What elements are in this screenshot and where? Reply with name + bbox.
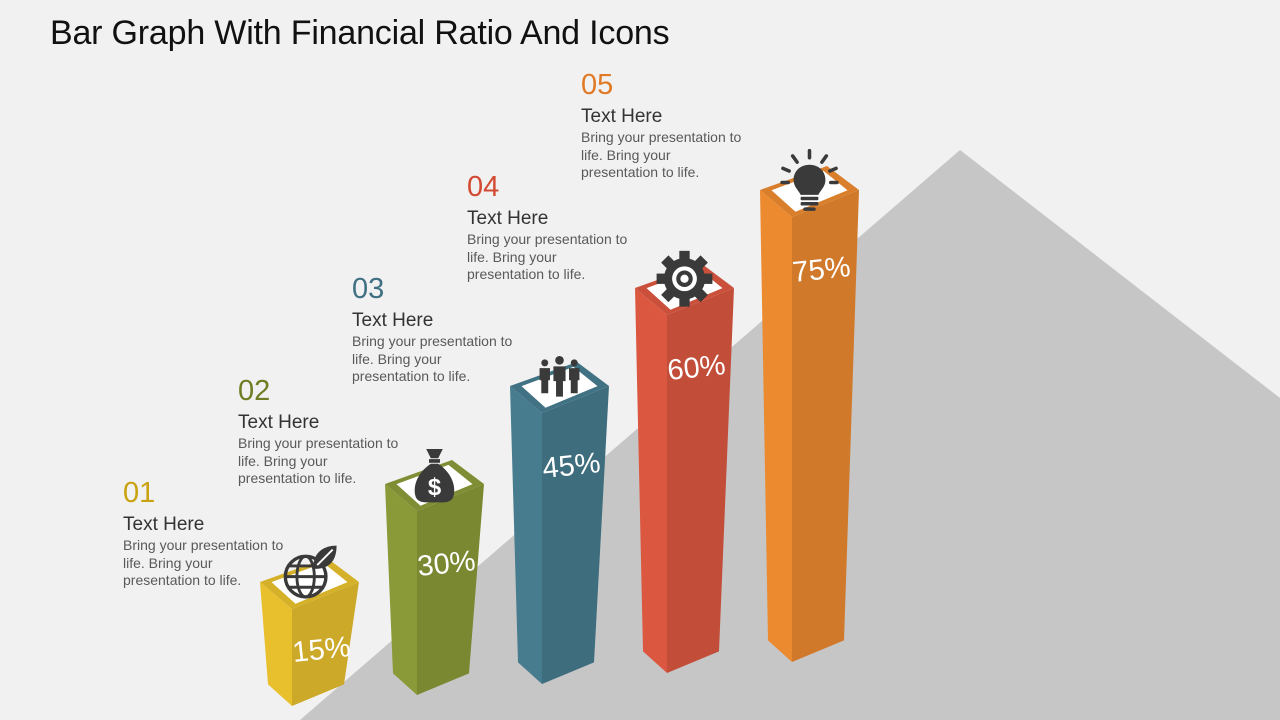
callout-number: 03 [352,273,385,305]
bar-right-face [542,386,609,684]
callout-05: 05 Text Here Bring your presentation to … [581,70,781,182]
callout-body: Bring your presentation to life. Bring y… [123,537,284,588]
bar-left-face [385,484,417,695]
callout-02: 02 Text Here Bring your presentation to … [238,376,438,488]
bar-right-face [667,288,734,673]
bar-right-face [792,190,859,662]
bar-05: 75% [760,148,859,662]
bar-value-label: 15% [291,631,352,669]
callout-body: Bring your presentation to life. Bring y… [467,231,628,282]
callout-number: 01 [123,477,156,509]
callout-heading: Text Here [581,106,663,127]
bar-03: 45% [510,355,609,684]
callout-number: 04 [467,171,500,203]
callout-03: 03 Text Here Bring your presentation to … [352,274,552,386]
bar-right-face [417,484,484,695]
bar-left-face [510,386,542,684]
bar-value-label: 30% [416,545,477,583]
bar-right-face [292,582,359,706]
bar-left-face [635,288,667,673]
callout-number: 02 [238,375,271,407]
slide-title: Bar Graph With Financial Ratio And Icons [50,14,670,52]
bar-left-face [760,190,792,662]
callout-body: Bring your presentation to life. Bring y… [581,129,742,180]
bar-value-label: 75% [791,251,852,289]
callout-heading: Text Here [238,412,320,433]
bar-02: 30% [385,448,484,695]
bar-left-face [260,582,292,706]
callout-body: Bring your presentation to life. Bring y… [238,435,399,486]
callout-number: 05 [581,69,614,101]
callout-body: Bring your presentation to life. Bring y… [352,333,513,384]
callout-04: 04 Text Here Bring your presentation to … [467,172,667,284]
callout-heading: Text Here [467,208,549,229]
bar-top-face [271,563,348,604]
callout-heading: Text Here [352,310,434,331]
bar-value-label: 60% [666,349,727,387]
callout-01: 01 Text Here Bring your presentation to … [123,478,323,590]
callout-heading: Text Here [123,514,205,535]
bar-04: 60% [635,250,734,673]
bar-value-label: 45% [541,447,602,485]
bar-01: 15% [260,543,359,706]
